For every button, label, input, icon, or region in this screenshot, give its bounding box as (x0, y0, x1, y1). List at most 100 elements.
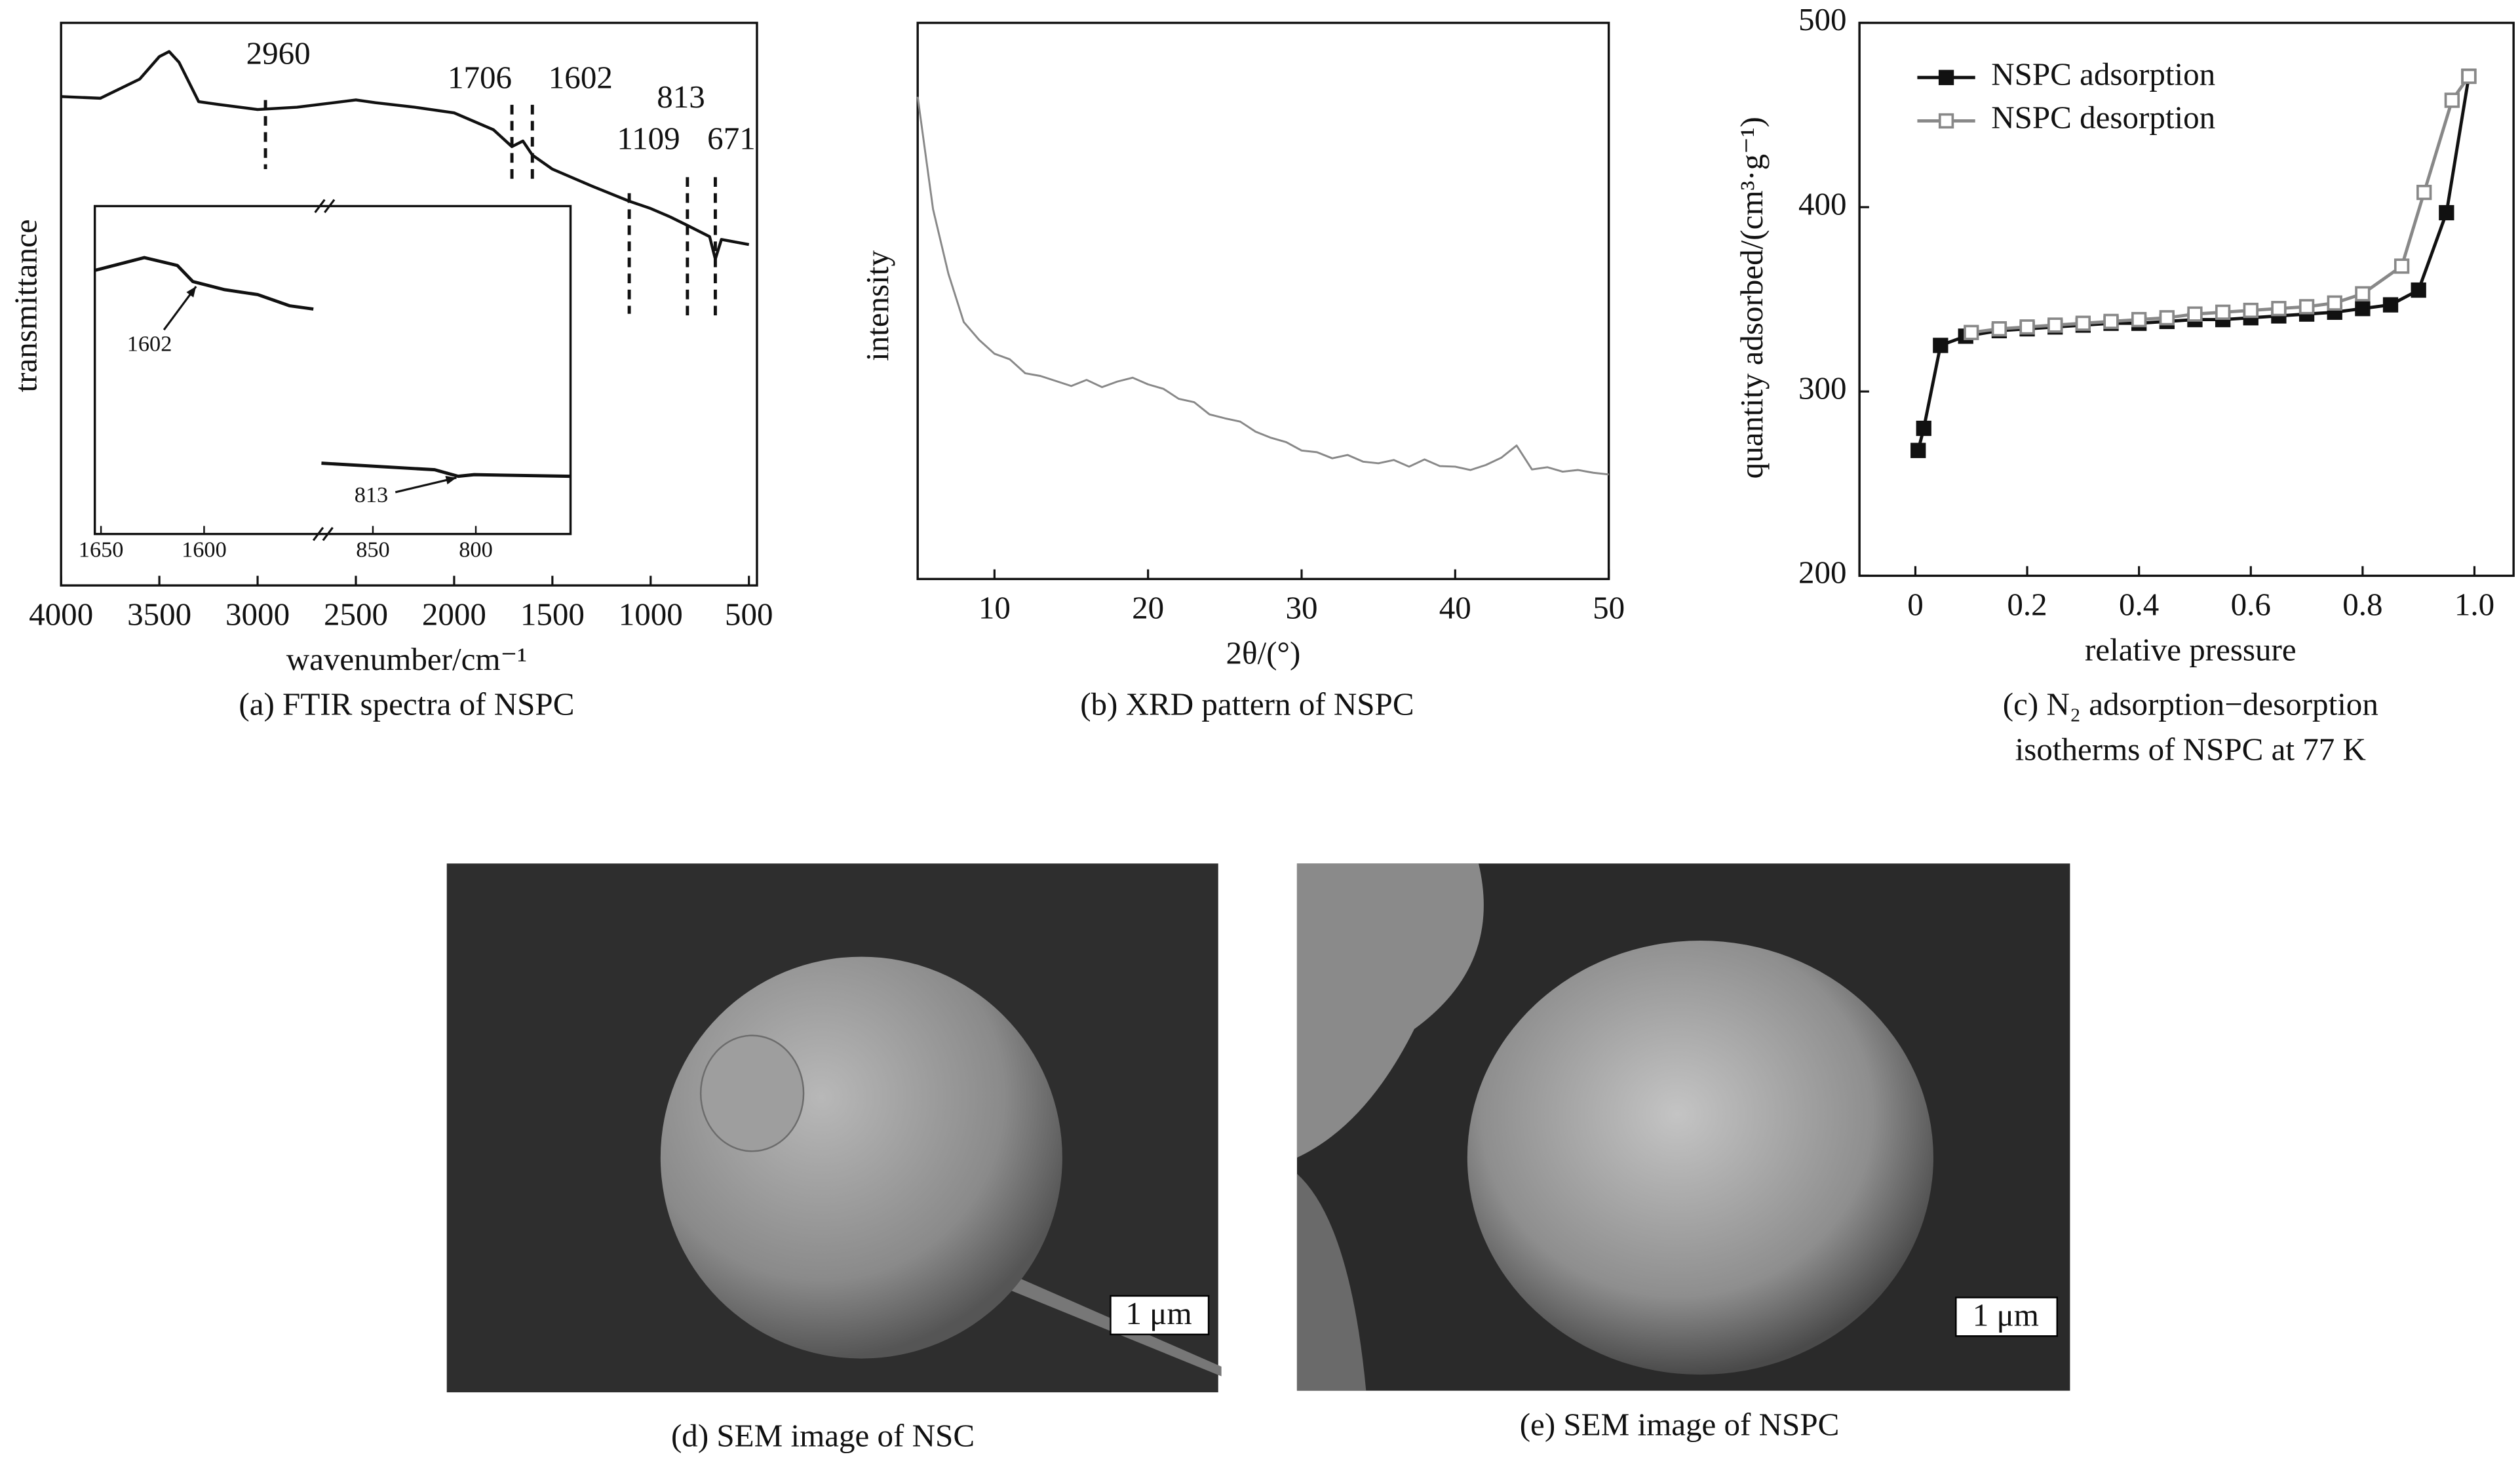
data-point (1991, 321, 2007, 337)
inset-x-tick-label: 850 (356, 537, 390, 562)
inset-frame (93, 205, 572, 536)
scale-bar-box (1110, 1295, 1210, 1336)
x-tick-label: 3500 (127, 596, 191, 632)
data-point (1916, 420, 1931, 437)
data-point (2047, 317, 2063, 333)
inset-x-tick-label: 1650 (79, 537, 124, 562)
plot-frame (1858, 22, 2515, 577)
scale-bar: 1 μm (1125, 1295, 1192, 1331)
legend-label: NSPC desorption (1991, 100, 2215, 136)
data-point (2103, 313, 2119, 330)
y-tick-label: 400 (1798, 186, 1847, 222)
data-point (1964, 324, 1979, 340)
inset-annotation: 1602 (127, 332, 172, 357)
inset-x-tick-label: 1600 (182, 537, 227, 562)
data-point (1910, 442, 1926, 458)
data-point (2075, 315, 2091, 331)
legend-marker (1938, 113, 1954, 129)
caption: (e) SEM image of NSPC (1520, 1406, 1840, 1442)
data-point (2394, 258, 2410, 274)
x-tick-label: 1.0 (2454, 587, 2494, 623)
x-tick-label: 50 (1593, 590, 1625, 626)
image-detail (699, 1034, 805, 1152)
sem-image-d: 1 μm (d) SEM image of NSC (446, 863, 1222, 1453)
data-point (2243, 302, 2258, 319)
data-point (2159, 310, 2175, 326)
plot-frame (60, 22, 758, 587)
scale-bar-box (1955, 1297, 2059, 1337)
arrow-head (445, 475, 457, 484)
x-tick-label: 3000 (225, 596, 290, 632)
x-tick-label: 1000 (619, 596, 683, 632)
x-tick-label: 0 (1907, 587, 1924, 623)
plot-frame (916, 22, 1610, 581)
data-point (2411, 282, 2426, 298)
arrow-head (186, 286, 197, 298)
y-axis-label: transmittance (7, 219, 43, 392)
data-line (1916, 76, 2471, 451)
caption: (c) N₂ adsorption−desorption (2003, 686, 2378, 722)
data-point (2271, 301, 2287, 317)
data-point (2444, 92, 2460, 108)
chart-panel: 4000 3500 3000 2500 2000 1500 1000 500 wavenumbe… (7, 22, 773, 722)
chart-panel: 10 20 30 40 50 2θ/(°) intensity (b) XRD pattern… (859, 22, 1625, 722)
x-tick-label: 2500 (324, 596, 388, 632)
data-point (2298, 299, 2315, 315)
peak-label: 2960 (246, 35, 311, 71)
data-line (916, 96, 1609, 476)
image-detail (1296, 1173, 1367, 1391)
sem-image-e: 1 μm (e) SEM image of NSPC (1296, 863, 2070, 1442)
y-tick-label: 500 (1798, 1, 1847, 37)
x-tick-label: 0.8 (2342, 587, 2382, 623)
y-axis-label: intensity (859, 250, 895, 361)
data-line (61, 50, 750, 261)
peak-label: 1706 (448, 59, 512, 95)
peak-label: 813 (657, 79, 705, 115)
y-tick-label: 200 (1798, 555, 1847, 591)
x-tick-label: 0.6 (2231, 587, 2271, 623)
caption: (d) SEM image of NSC (671, 1417, 975, 1453)
inset-x-tick-label: 800 (459, 537, 493, 562)
x-tick-label: 0.4 (2119, 587, 2159, 623)
data-point (2131, 311, 2147, 328)
x-tick-label: 40 (1439, 590, 1471, 626)
data-point (2355, 301, 2371, 317)
data-point (2416, 184, 2432, 201)
x-tick-label: 20 (1132, 590, 1164, 626)
x-tick-label: 0.2 (2007, 587, 2047, 623)
legend-marker (1938, 69, 1954, 85)
data-point (2355, 286, 2371, 302)
data-point (2439, 205, 2454, 221)
peak-label: 1602 (549, 59, 613, 95)
data-point (2187, 306, 2203, 322)
data-point (2019, 319, 2035, 335)
caption: (a) FTIR spectra of NSPC (239, 686, 574, 722)
caption: isotherms of NSPC at 77 K (2015, 731, 2366, 767)
axis-break (312, 526, 334, 541)
x-axis-label: relative pressure (2085, 631, 2297, 667)
peak-label: 671 (707, 121, 756, 157)
caption: (b) XRD pattern of NSPC (1080, 686, 1414, 722)
image-detail (1467, 941, 1933, 1375)
y-axis-label: quantity adsorbed/(cm³·g⁻¹) (1734, 117, 1770, 479)
data-line (94, 256, 314, 311)
x-axis-label: wavenumber/cm⁻¹ (286, 641, 527, 677)
annotation-arrow (395, 477, 457, 494)
inset-annotation: 813 (355, 482, 389, 507)
data-line (321, 461, 571, 479)
data-point (2327, 295, 2342, 311)
scale-bar: 1 μm (1973, 1297, 2039, 1333)
legend-label: NSPC adsorption (1991, 56, 2215, 92)
x-axis-label: 2θ/(°) (1226, 635, 1300, 671)
x-tick-label: 1500 (520, 596, 585, 632)
data-point (2461, 68, 2477, 85)
x-tick-label: 10 (979, 590, 1011, 626)
chart-panel: 0 0.2 0.4 0.6 0.8 1.0 200 300 400 500 relative pre… (1734, 1, 2515, 767)
x-tick-label: 30 (1285, 590, 1317, 626)
data-point (1933, 338, 1948, 353)
y-tick-label: 300 (1798, 370, 1847, 406)
image-detail (660, 956, 1062, 1359)
